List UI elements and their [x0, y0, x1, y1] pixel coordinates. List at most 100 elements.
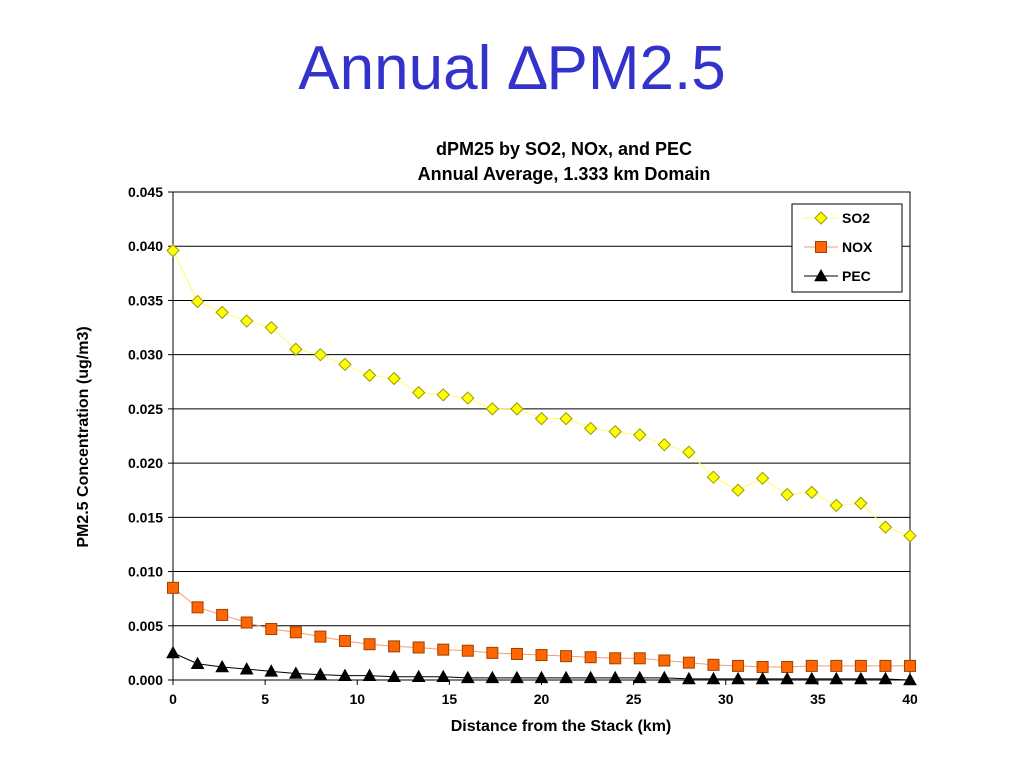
point-nox [167, 581, 179, 594]
point-nox [904, 659, 916, 672]
point-nox [314, 630, 327, 643]
point-pec [903, 672, 917, 686]
y-tick-label: 0.045 [128, 184, 163, 200]
x-tick-label: 20 [534, 691, 550, 707]
point-so2 [411, 385, 426, 400]
point-so2 [706, 470, 721, 484]
point-so2 [239, 314, 254, 328]
x-tick-label: 30 [718, 691, 734, 707]
legend-marker-nox [815, 241, 827, 253]
point-pec [387, 669, 401, 683]
point-nox [707, 658, 720, 671]
point-so2 [682, 445, 696, 459]
point-so2 [731, 483, 745, 497]
point-pec [755, 671, 770, 685]
point-so2 [387, 371, 401, 386]
point-so2 [755, 471, 770, 486]
point-nox [486, 646, 499, 659]
y-tick-label: 0.020 [128, 455, 163, 471]
point-pec [706, 671, 721, 685]
x-axis-label: Distance from the Stack (km) [451, 718, 672, 735]
legend-marker-so2 [814, 211, 828, 225]
series-pec [166, 645, 917, 686]
point-pec [338, 668, 352, 681]
point-pec [215, 659, 229, 673]
slide-title: Annual ∆PM2.5 [298, 34, 726, 103]
point-nox [560, 650, 573, 663]
y-tick-label: 0.015 [128, 509, 163, 525]
point-so2 [805, 485, 819, 500]
point-nox [412, 641, 425, 654]
point-nox [609, 652, 622, 665]
point-so2 [362, 368, 377, 382]
y-tick-label: 0.040 [128, 238, 163, 254]
legend-box [791, 203, 903, 293]
point-pec [485, 670, 500, 684]
point-pec [534, 670, 549, 684]
legend: SO2 NOX PEC [791, 203, 903, 293]
point-nox [854, 659, 867, 672]
y-tick-label: 0.010 [128, 564, 163, 580]
point-pec [239, 662, 254, 675]
axis-layer: 0.000 0.005 0.010 0.015 0.020 0.025 0.030 0.035… [128, 184, 918, 707]
x-tick-label: 35 [810, 691, 826, 707]
point-pec [878, 671, 893, 685]
point-so2 [608, 424, 622, 439]
point-so2 [534, 411, 549, 426]
y-tick-label: 0.030 [128, 347, 163, 363]
point-nox [240, 616, 253, 629]
point-pec [731, 671, 745, 685]
point-nox [191, 601, 204, 614]
x-tick-label: 0 [169, 691, 177, 707]
y-axis-label: PM2.5 Concentration (ug/m3) [75, 326, 92, 547]
point-nox [633, 652, 646, 665]
point-nox [584, 651, 597, 664]
point-pec [313, 667, 328, 680]
series-so2 [166, 243, 917, 543]
point-pec [854, 671, 868, 685]
legend-label-pec: PEC [842, 268, 871, 284]
series-layer [166, 243, 917, 686]
x-tick-label: 40 [902, 691, 918, 707]
point-nox [830, 659, 843, 672]
point-pec [682, 671, 696, 685]
point-nox [682, 656, 695, 669]
point-so2 [338, 357, 352, 372]
point-nox [756, 660, 769, 673]
point-nox [732, 659, 745, 672]
point-pec [608, 670, 623, 684]
legend-label-so2: SO2 [842, 210, 870, 226]
point-so2 [583, 421, 598, 436]
point-so2 [510, 402, 524, 416]
point-so2 [780, 487, 794, 502]
point-nox [805, 659, 818, 672]
point-nox [658, 654, 671, 667]
chart-subtitle: Annual Average, 1.333 km Domain [418, 164, 711, 184]
point-pec [829, 671, 844, 685]
point-nox [535, 649, 548, 662]
point-pec [436, 669, 451, 683]
y-tick-label: 0.025 [128, 401, 163, 417]
point-so2 [190, 294, 205, 309]
point-pec [190, 656, 205, 670]
series-line-so2 [172, 250, 911, 537]
point-so2 [289, 342, 303, 356]
point-nox [289, 626, 302, 639]
point-nox [510, 647, 523, 660]
point-so2 [559, 411, 573, 426]
point-pec [632, 670, 647, 684]
point-so2 [829, 498, 844, 513]
point-nox [388, 640, 401, 653]
y-tick-label: 0.000 [128, 672, 163, 688]
point-so2 [878, 520, 893, 534]
point-nox [265, 623, 278, 636]
point-so2 [436, 388, 450, 402]
point-pec [288, 666, 303, 679]
point-so2 [166, 243, 180, 258]
point-so2 [903, 529, 917, 543]
point-pec [460, 670, 475, 684]
x-tick-label: 15 [442, 691, 458, 707]
point-pec [362, 668, 377, 681]
chart-title: dPM25 by SO2, NOx, and PEC [436, 139, 692, 159]
point-pec [804, 671, 819, 685]
